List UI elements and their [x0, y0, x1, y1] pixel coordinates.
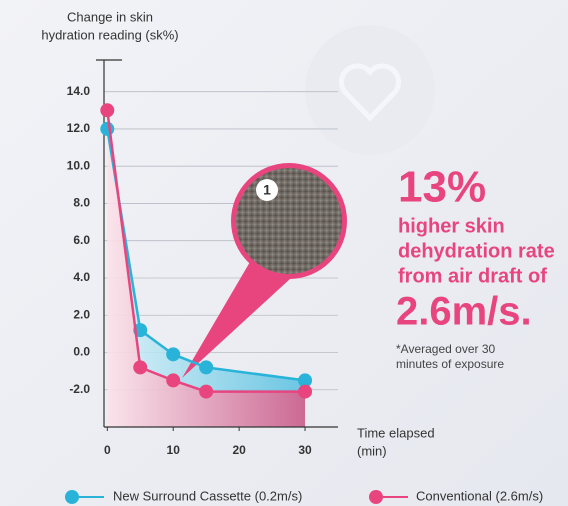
- data-point: [199, 360, 213, 374]
- y-tick-label: 14.0: [67, 84, 91, 98]
- y-axis-title: hydration reading (sk%): [41, 27, 178, 42]
- y-tick-label: 0.0: [73, 345, 90, 359]
- data-point: [100, 122, 114, 136]
- headline-text: dehydration rate: [398, 240, 555, 262]
- callout-image: [236, 168, 342, 274]
- callout-number: 1: [263, 182, 271, 198]
- data-point: [133, 360, 147, 374]
- footnote: *Averaged over 30: [396, 342, 496, 356]
- x-tick-label: 0: [104, 443, 111, 457]
- chart: 14.012.010.08.06.04.02.00.0-2.001020301 …: [0, 0, 568, 506]
- headline-text: higher skin: [398, 215, 505, 237]
- y-tick-label: 12.0: [67, 121, 91, 135]
- data-point: [166, 373, 180, 387]
- legend-dot: [369, 490, 383, 504]
- x-tick-label: 10: [167, 443, 181, 457]
- legend-label: New Surround Cassette (0.2m/s): [113, 488, 302, 503]
- decor-circle: [305, 25, 435, 155]
- y-tick-label: 4.0: [73, 270, 90, 284]
- legend-dot: [65, 490, 79, 504]
- y-axis-title: Change in skin: [67, 9, 153, 24]
- headline-percent: 13%: [398, 163, 486, 212]
- data-point: [199, 385, 213, 399]
- headline-speed: 2.6m/s.: [396, 290, 532, 334]
- y-tick-label: 10.0: [67, 158, 91, 172]
- data-point: [166, 347, 180, 361]
- y-tick-label: 8.0: [73, 196, 90, 210]
- legend-label: Conventional (2.6m/s): [416, 488, 543, 503]
- footnote: minutes of exposure: [396, 357, 504, 371]
- x-tick-label: 30: [298, 443, 312, 457]
- data-point: [298, 385, 312, 399]
- page: {"chart_data": {"type": "line", "y_label…: [0, 0, 568, 506]
- x-axis-title: Time elapsed: [357, 425, 435, 440]
- y-tick-label: -2.0: [69, 382, 90, 396]
- y-tick-label: 6.0: [73, 233, 90, 247]
- data-point: [100, 103, 114, 117]
- headline-text: from air draft of: [398, 265, 547, 287]
- y-tick-label: 2.0: [73, 307, 90, 321]
- x-tick-label: 20: [232, 443, 246, 457]
- x-axis-title: (min): [357, 443, 387, 458]
